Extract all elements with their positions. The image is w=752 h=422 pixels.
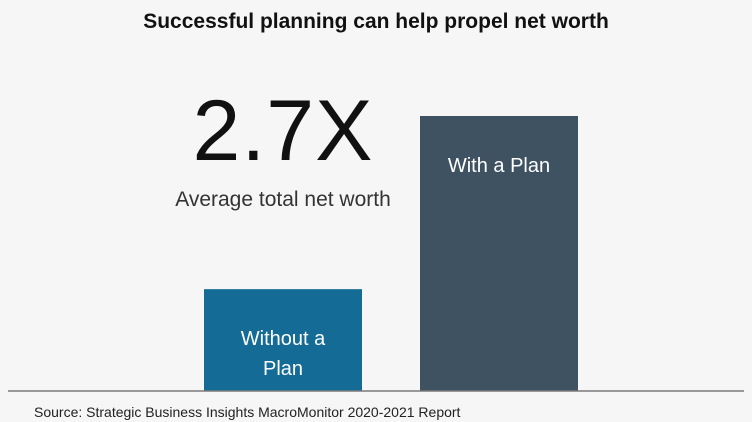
bar-label-with-a-plan: With a Plan: [448, 155, 550, 177]
chart-title: Successful planning can help propel net …: [143, 10, 609, 33]
bar-with-a-plan: [420, 116, 578, 391]
bar-label-without-a-plan: Without a Plan: [241, 328, 326, 380]
source-note: Source: Strategic Business Insights Macr…: [34, 404, 461, 420]
bar-without-a-plan: [204, 289, 362, 391]
multiplier-caption: Average total net worth: [175, 188, 391, 211]
multiplier-value: 2.7X: [192, 83, 374, 179]
